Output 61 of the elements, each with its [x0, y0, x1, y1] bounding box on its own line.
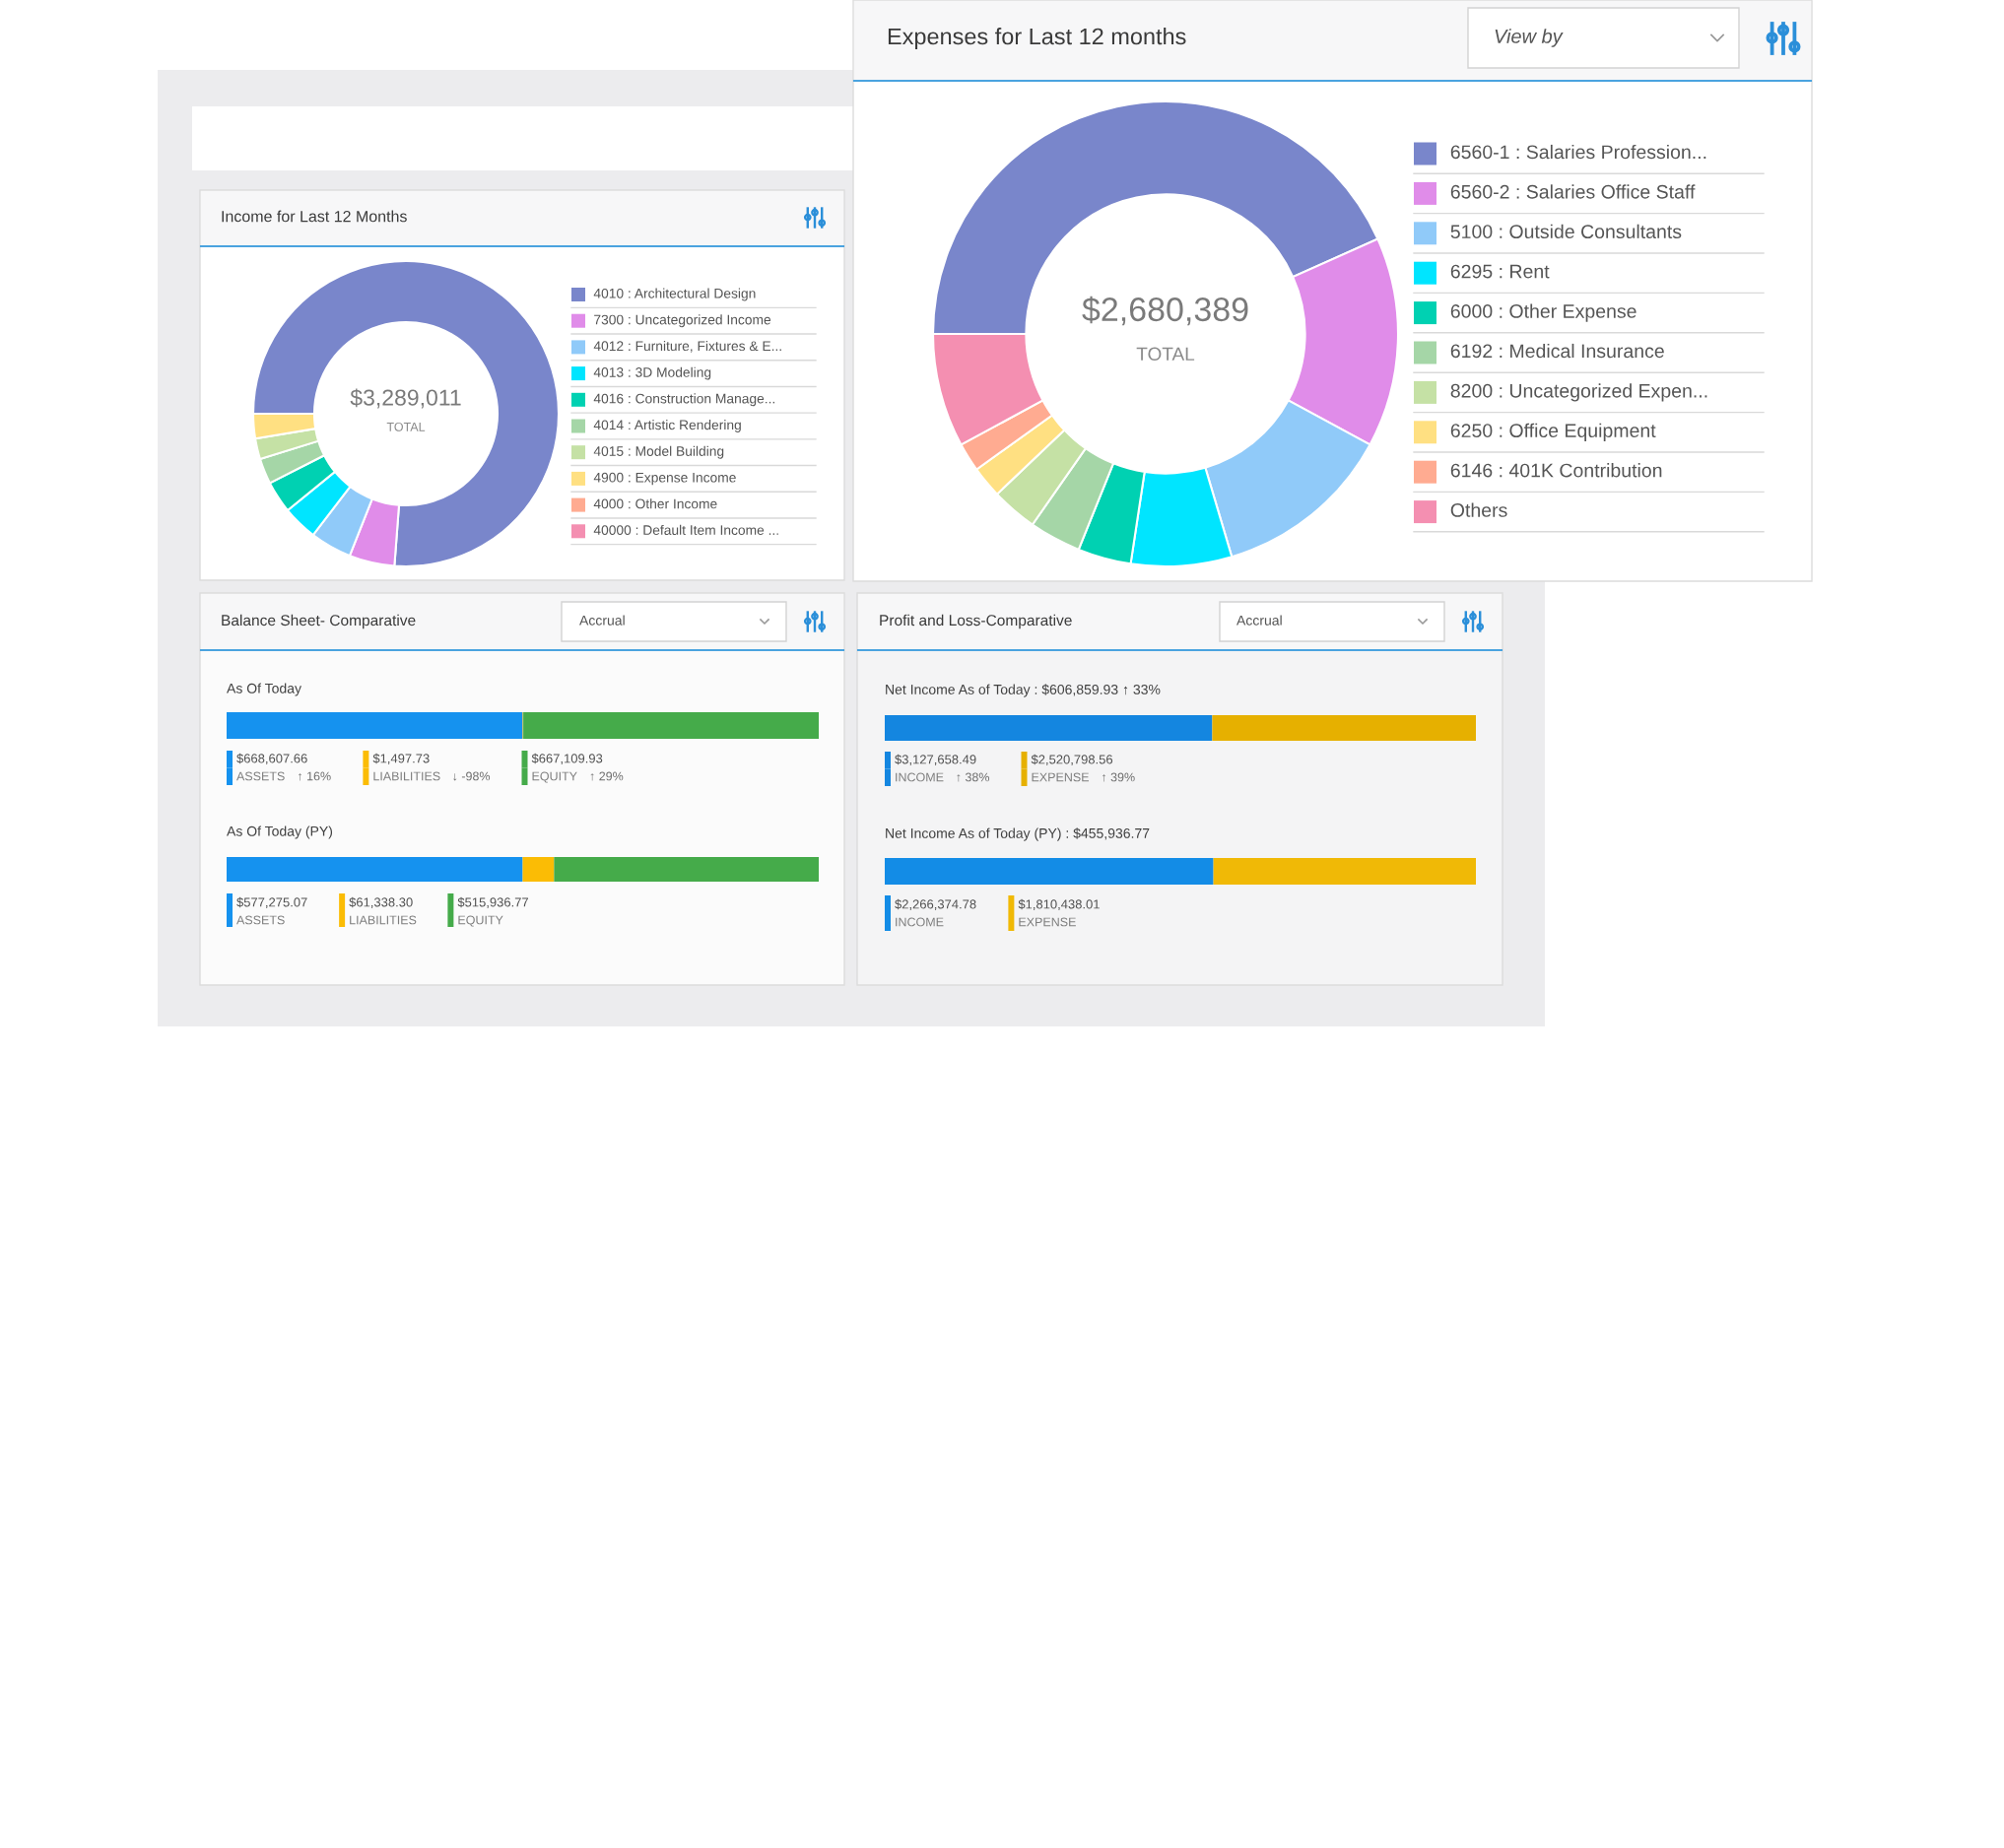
text: $577,275.07 — [236, 896, 307, 909]
legend-label: ASSETS — [236, 771, 285, 781]
text: ASSETS — [236, 915, 285, 925]
text: View by — [1495, 29, 1564, 47]
text: $2,266,374.78 — [895, 898, 976, 911]
legend-label: EXPENSE — [1032, 772, 1090, 782]
text: $3,127,658.49 — [895, 754, 976, 766]
text: $61,338.30 — [349, 896, 413, 909]
legend-label: 4000 : Other Income — [593, 498, 717, 509]
legend-label: EQUITY — [458, 915, 503, 927]
text: Accrual — [579, 615, 625, 626]
text: TOTAL — [386, 422, 426, 431]
legend-label: 40000 : Default Item Income ... — [593, 524, 778, 535]
legend-label: LIABILITIES — [373, 771, 440, 781]
legend-label: EQUITY — [532, 771, 577, 783]
text: $667,109.93 — [531, 753, 603, 765]
text: ↓ -98% — [453, 771, 491, 781]
legend-label: 7300 : Uncategorized Income — [594, 314, 771, 328]
legend-label: 6000 : Other Expense — [1450, 303, 1637, 322]
legend-label: 6560-2 : Salaries Office Staff — [1450, 184, 1696, 199]
text: ↑ 39% — [1102, 772, 1135, 782]
legend-label: 6192 : Medical Insurance — [1450, 343, 1664, 359]
legend-label: 4013 : 3D Modeling — [593, 366, 711, 380]
legend-label: 6560-1 : Salaries Profession... — [1450, 144, 1706, 160]
legend-label: Others — [1450, 502, 1507, 517]
text: ↑ 29% — [590, 771, 624, 781]
text: $515,936.77 — [457, 896, 529, 909]
donut-slice — [251, 259, 561, 568]
legend-label: 4014 : Artistic Rendering — [593, 420, 741, 432]
chart-title: Net Income As of Today (PY) : $455,936.77 — [886, 827, 1150, 841]
legend-label: 4010 : Architectural Design — [593, 288, 756, 301]
chart-title: As Of Today (PY) — [227, 825, 333, 839]
legend-label: INCOME — [896, 772, 944, 782]
legend-label: 4016 : Construction Manage... — [593, 393, 775, 407]
legend-label: 6295 : Rent — [1450, 264, 1550, 279]
legend-label: LIABILITIES — [350, 915, 417, 925]
text: $2,520,798.56 — [1031, 754, 1113, 766]
text: $1,497.73 — [372, 753, 430, 765]
legend-label: 6146 : 401K Contribution — [1450, 463, 1662, 478]
text: INCOME — [896, 917, 944, 927]
chart-subtitle: As Of Today — [227, 683, 301, 696]
text: ↑ 38% — [957, 772, 990, 782]
chart-title: Profit and Loss-Comparative — [880, 614, 1072, 629]
text: Expenses for Last 12 months — [888, 28, 1186, 49]
legend-label: 4015 : Model Building — [593, 445, 724, 459]
chart-title: Balance Sheet- Comparative — [222, 614, 416, 629]
text: $2,680,389 — [1082, 296, 1248, 326]
chart-subtitle: Net Income As of Today : $606,859.93 ↑ 33% — [886, 684, 1161, 697]
text: $1,810,438.01 — [1018, 898, 1100, 911]
text: ↑ 16% — [299, 771, 331, 781]
legend-label: EXPENSE — [1019, 917, 1076, 927]
text: Income for Last 12 Months — [222, 210, 407, 223]
legend-label: 4012 : Furniture, Fixtures & E... — [593, 340, 781, 353]
legend-label: 4900 : Expense Income — [593, 472, 736, 486]
text: Accrual — [1236, 615, 1282, 626]
legend-label: 5100 : Outside Consultants — [1450, 224, 1682, 239]
text: $3,289,011 — [350, 388, 461, 409]
text: TOTAL — [1136, 347, 1195, 362]
legend-label: 8200 : Uncategorized Expen... — [1450, 383, 1707, 402]
legend-label: 6250 : Office Equipment — [1450, 423, 1656, 441]
text: $668,607.66 — [236, 753, 307, 765]
